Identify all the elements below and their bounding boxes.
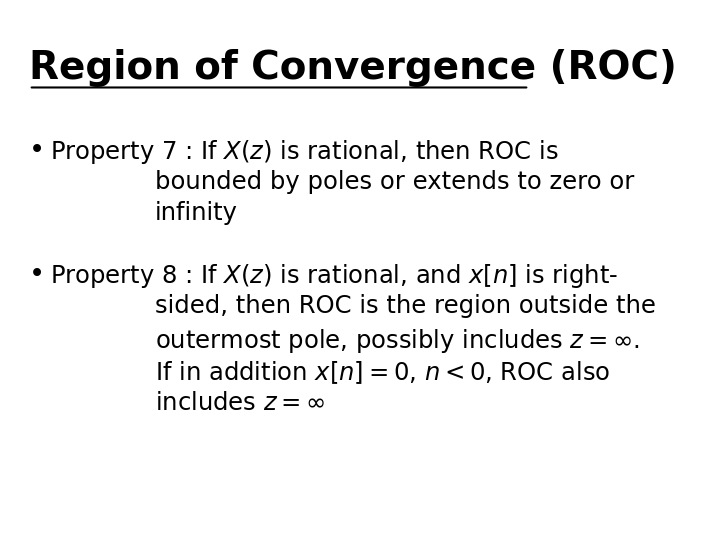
- Text: infinity: infinity: [155, 201, 238, 225]
- Text: If in addition $x[n] = 0$, $n < 0$, ROC also: If in addition $x[n] = 0$, $n < 0$, ROC …: [155, 359, 610, 386]
- Text: Region of Convergence (ROC): Region of Convergence (ROC): [29, 49, 677, 86]
- Text: sided, then ROC is the region outside the: sided, then ROC is the region outside th…: [155, 294, 656, 318]
- Text: includes $z = \infty$: includes $z = \infty$: [155, 392, 325, 415]
- Text: Property 7 : If $X(z)$ is rational, then ROC is: Property 7 : If $X(z)$ is rational, then…: [50, 138, 559, 166]
- Text: •: •: [29, 262, 45, 288]
- Text: outermost pole, possibly includes $z = \infty$.: outermost pole, possibly includes $z = \…: [155, 327, 639, 355]
- Text: •: •: [29, 138, 45, 164]
- Text: bounded by poles or extends to zero or: bounded by poles or extends to zero or: [155, 170, 634, 194]
- Text: Property 8 : If $X(z)$ is rational, and $x[n]$ is right-: Property 8 : If $X(z)$ is rational, and …: [50, 262, 618, 290]
